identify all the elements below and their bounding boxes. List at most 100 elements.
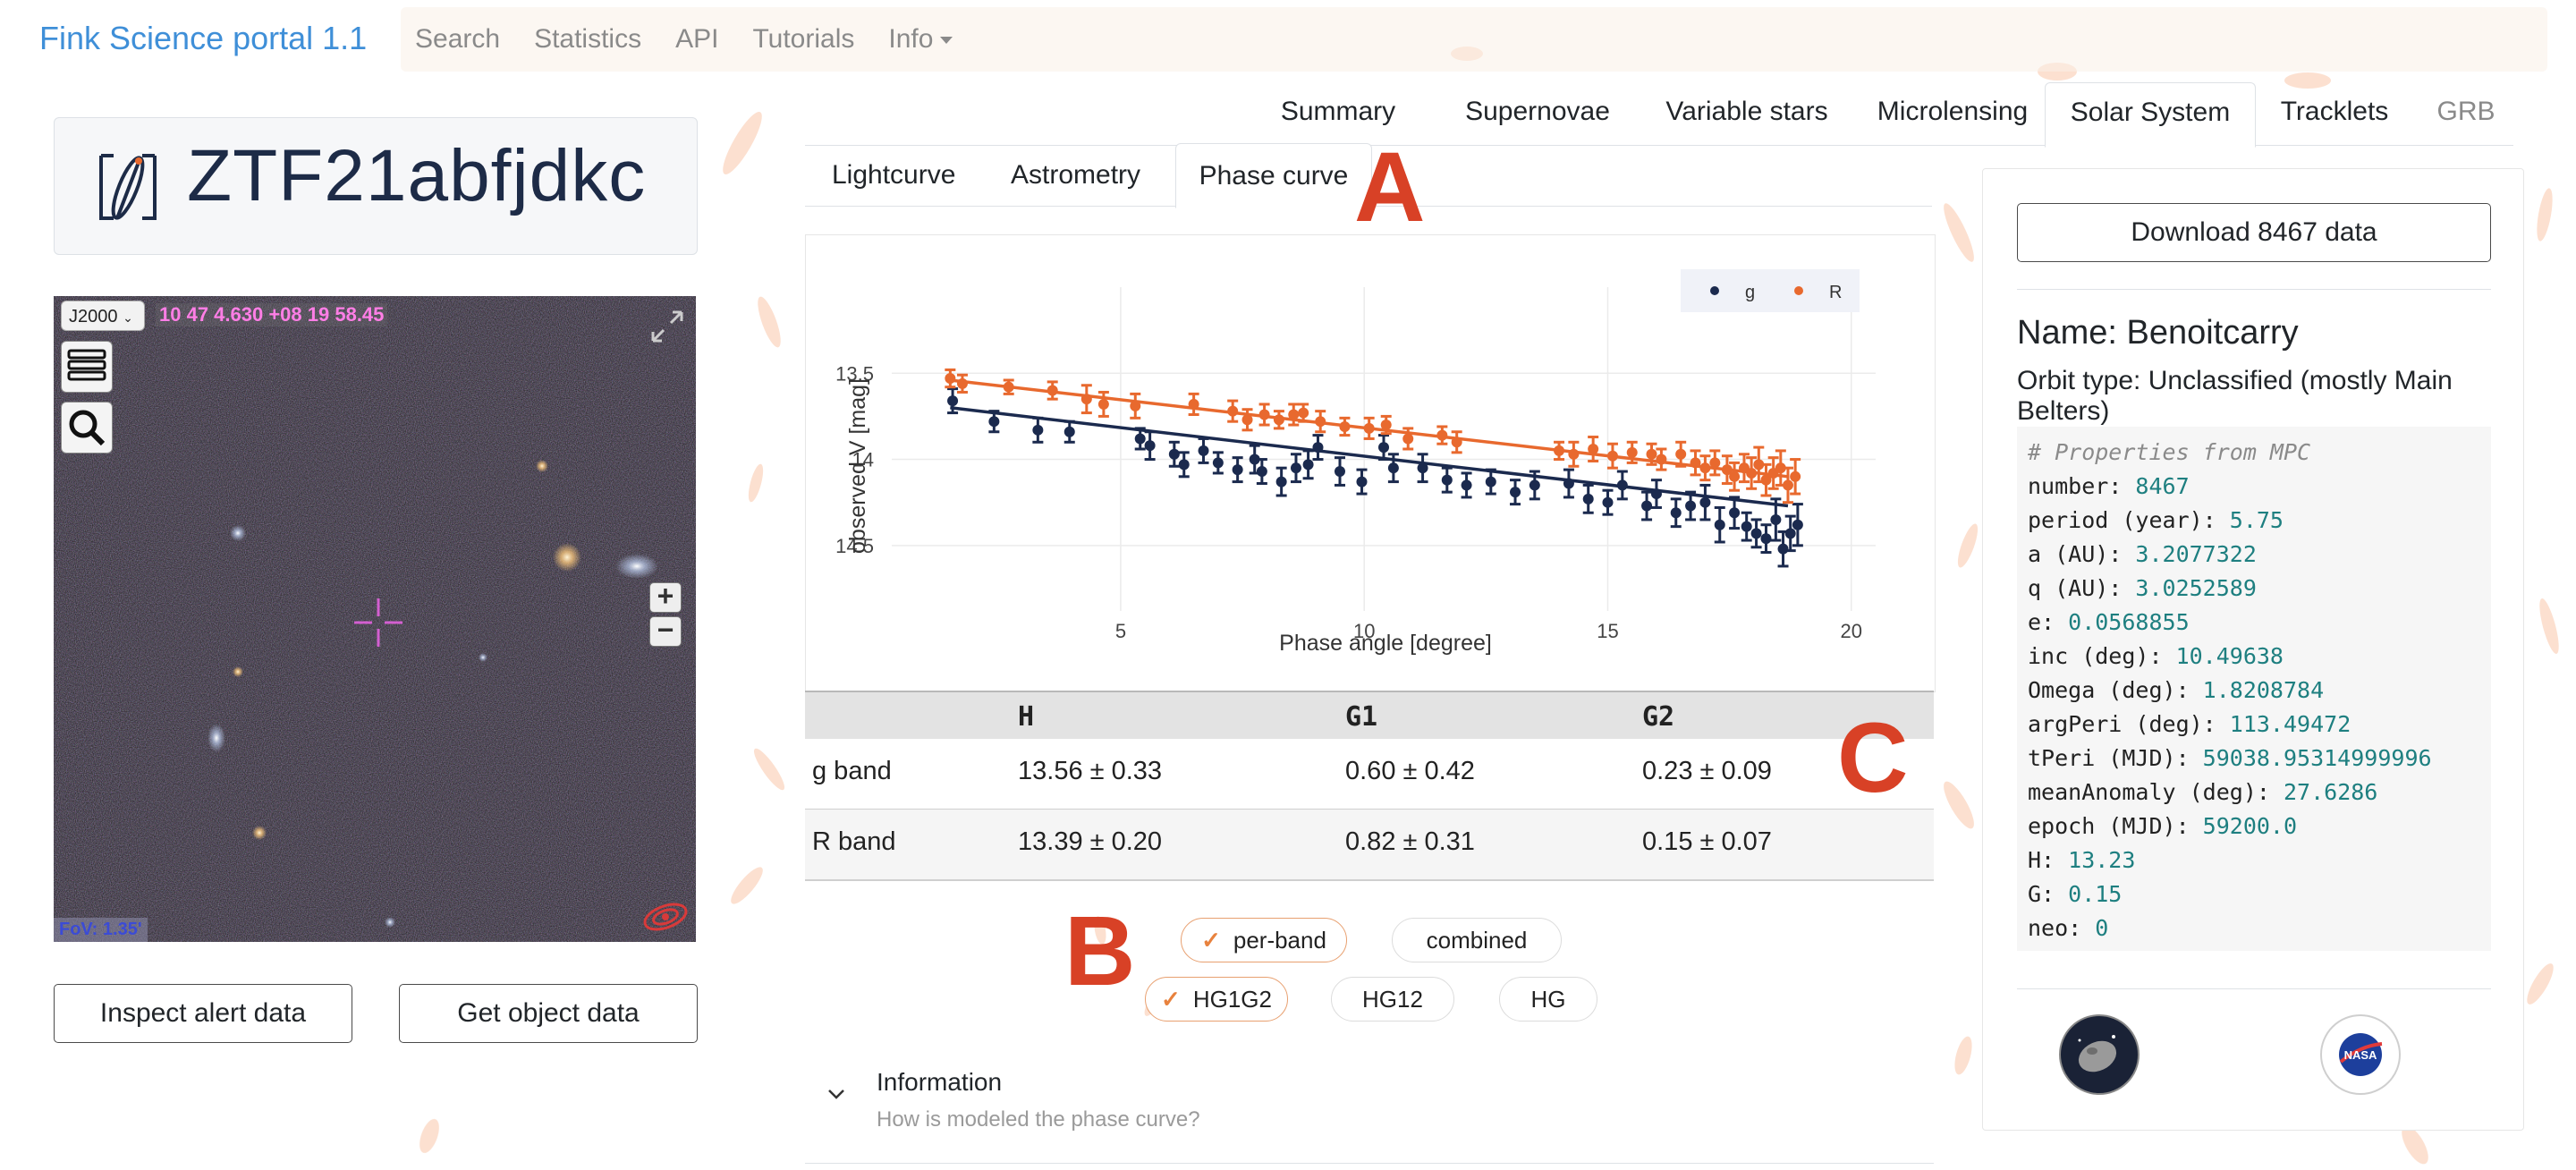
point-marker — [1782, 479, 1793, 491]
data-point — [945, 368, 956, 389]
option-per-band[interactable]: ✓ per-band — [1181, 918, 1347, 962]
nav-statistics[interactable]: Statistics — [534, 24, 642, 54]
information-accordion[interactable]: Information How is modeled the phase cur… — [805, 1054, 1934, 1164]
subtab-phase-curve[interactable]: Phase curve — [1175, 143, 1372, 208]
point-marker — [1714, 519, 1725, 530]
point-marker — [1080, 394, 1092, 405]
point-marker — [1249, 454, 1260, 465]
data-point — [1273, 410, 1284, 430]
nav-search[interactable]: Search — [415, 24, 501, 54]
sky-image — [54, 296, 696, 942]
layers-button[interactable] — [61, 341, 113, 393]
x-axis-label: Phase angle [degree] — [1279, 631, 1492, 656]
asteroid-name: Name: Benoitcarry — [2017, 314, 2299, 352]
point-marker — [1063, 426, 1075, 437]
option-hg[interactable]: HG — [1499, 977, 1597, 1022]
property-key: epoch (MJD): — [2028, 813, 2203, 839]
nasa-logo-icon[interactable]: NASA — [2319, 1013, 2402, 1096]
point-marker — [1441, 474, 1453, 486]
data-point — [1232, 456, 1243, 484]
point-marker — [1417, 462, 1428, 474]
properties-comment: # Properties from MPC — [2028, 439, 2311, 465]
point-marker — [1387, 462, 1399, 474]
table-header: H G1 G2 — [805, 691, 1934, 739]
annotation-letter-c: C — [1837, 703, 1909, 813]
point-marker — [1134, 433, 1146, 445]
point-marker — [1241, 414, 1253, 426]
divider — [2017, 289, 2491, 290]
chevron-down-icon — [828, 1089, 844, 1099]
data-point — [1563, 468, 1574, 499]
data-point — [1699, 454, 1711, 482]
nav-api[interactable]: API — [675, 24, 719, 54]
nav-tutorials[interactable]: Tutorials — [752, 24, 855, 54]
brand-link[interactable]: Fink Science portal 1.1 — [39, 20, 368, 56]
check-icon: ✓ — [1161, 985, 1181, 1013]
tab-grb[interactable]: GRB — [2436, 97, 2496, 126]
data-point — [1510, 479, 1521, 506]
tab-summary[interactable]: Summary — [1280, 97, 1396, 126]
data-point — [1063, 420, 1075, 444]
tab-microlensing[interactable]: Microlensing — [1877, 97, 2029, 126]
x-tick-label: 10 — [1353, 620, 1375, 642]
fullscreen-icon[interactable] — [648, 307, 687, 346]
inspect-alert-data-button[interactable]: Inspect alert data — [54, 984, 352, 1043]
property-key: tPeri (MJD): — [2028, 745, 2203, 771]
subtab-astrometry[interactable]: Astrometry — [1011, 160, 1141, 190]
data-point — [1670, 497, 1682, 529]
point-marker — [1356, 476, 1368, 488]
check-icon: ✓ — [1201, 926, 1221, 954]
property-value: 5.75 — [2229, 507, 2284, 533]
y-tick-label: 14 — [852, 449, 874, 471]
option-hg1g2[interactable]: ✓ HG1G2 — [1145, 977, 1288, 1022]
iau-mpc-logo-icon[interactable] — [2058, 1013, 2140, 1096]
point-marker — [1302, 459, 1314, 471]
property-value: 0.0568855 — [2068, 609, 2190, 635]
option-combined[interactable]: combined — [1392, 918, 1562, 962]
download-data-button[interactable]: Download 8467 data — [2017, 203, 2491, 262]
property-value: 0.15 — [2068, 881, 2123, 907]
tab-supernovae[interactable]: Supernovae — [1465, 97, 1610, 126]
nav-info-dropdown[interactable]: Info — [888, 24, 953, 55]
nav-links: Search Statistics API Tutorials Info — [401, 7, 2547, 72]
frame-select[interactable]: J2000 ⌄ — [61, 301, 145, 331]
option-hg12[interactable]: HG12 — [1331, 977, 1454, 1022]
sky-viewer[interactable]: J2000 ⌄ 10 47 4.630 +08 19 58.45 + − FoV… — [54, 296, 696, 942]
property-value: 0 — [2095, 915, 2109, 941]
data-point — [1249, 444, 1260, 475]
data-point — [1441, 466, 1453, 494]
property-line: period (year): 5.75 — [2028, 504, 2491, 538]
tab-solar-system[interactable]: Solar System — [2045, 82, 2256, 148]
tab-variable-stars[interactable]: Variable stars — [1665, 97, 1828, 126]
property-line: epoch (MJD): 59200.0 — [2028, 810, 2491, 844]
data-point — [1602, 488, 1614, 516]
data-point — [1690, 449, 1701, 477]
point-marker — [1188, 398, 1199, 410]
data-point — [1302, 449, 1314, 480]
point-marker — [1675, 448, 1687, 460]
chart-legend[interactable]: g R — [1681, 269, 1860, 312]
zoom-out-button[interactable]: − — [649, 615, 682, 647]
point-marker — [1784, 528, 1796, 539]
zoom-in-button[interactable]: + — [649, 581, 682, 613]
search-button[interactable] — [61, 402, 113, 454]
series-r — [945, 368, 1801, 504]
data-point — [1461, 471, 1472, 499]
get-object-data-button[interactable]: Get object data — [399, 984, 698, 1043]
data-point — [1451, 430, 1462, 454]
cell-h: 13.39 ± 0.20 — [1018, 827, 1163, 856]
table-row: g band 13.56 ± 0.33 0.60 ± 0.42 0.23 ± 0… — [805, 739, 1934, 810]
point-marker — [1227, 405, 1239, 417]
subtab-lightcurve[interactable]: Lightcurve — [832, 160, 956, 190]
data-point — [1746, 456, 1758, 490]
object-info-panel: Download 8467 data Name: Benoitcarry Orb… — [1982, 168, 2524, 1131]
phase-curve-chart[interactable]: 5 10 15 20 13.5 14 14.5 Phase angle [degree] o… — [805, 234, 1936, 692]
data-point — [1721, 454, 1733, 486]
y-tick-label: 13.5 — [835, 362, 874, 385]
tab-tracklets[interactable]: Tracklets — [2280, 97, 2389, 126]
data-point — [1741, 511, 1752, 542]
point-marker — [1334, 466, 1345, 478]
point-marker — [1646, 448, 1657, 460]
point-marker — [1753, 459, 1765, 471]
property-key: G: — [2028, 881, 2069, 907]
